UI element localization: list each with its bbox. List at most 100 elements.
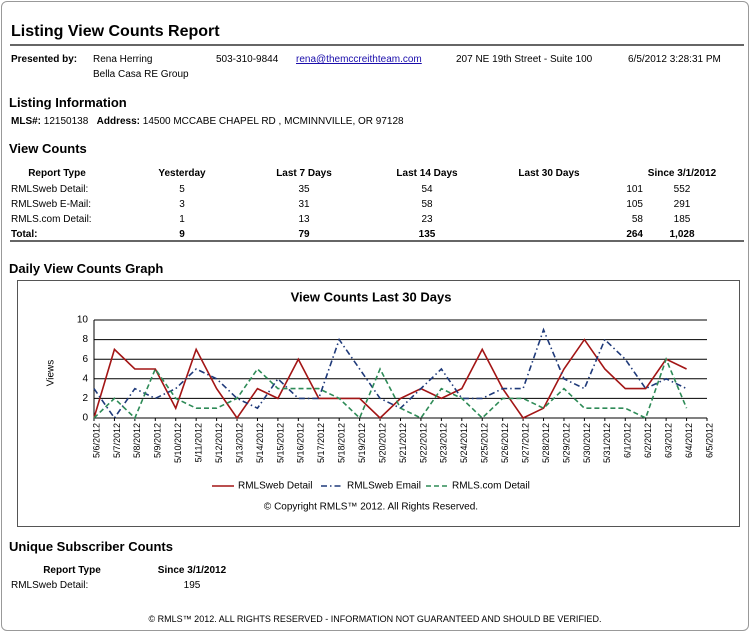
column-header: Last 30 Days bbox=[518, 168, 580, 179]
column-header: Last 7 Days bbox=[276, 168, 332, 179]
divider bbox=[10, 44, 744, 46]
label: MLS#: bbox=[11, 116, 41, 127]
x-tick-label: 5/22/2012 bbox=[418, 423, 428, 463]
series-line bbox=[93, 356, 688, 420]
cell: 1 bbox=[179, 214, 185, 225]
mls-number: 12150138 bbox=[43, 116, 89, 127]
series-line bbox=[93, 327, 687, 420]
row-label: Total: bbox=[11, 229, 38, 240]
cell: 9 bbox=[179, 229, 185, 240]
x-tick-label: 6/3/2012 bbox=[664, 423, 674, 458]
column-header: Yesterday bbox=[158, 168, 206, 179]
email-link[interactable]: rena@themccreithteam.com bbox=[296, 54, 422, 65]
x-tick-label: 5/27/2012 bbox=[520, 423, 530, 463]
x-tick-label: 6/5/2012 bbox=[704, 423, 714, 458]
row-label: RMLSweb Detail: bbox=[11, 580, 89, 591]
section-heading: Listing Information bbox=[9, 95, 127, 110]
cell: 185 bbox=[673, 214, 691, 225]
cell: 3 bbox=[179, 199, 185, 210]
cell: 54 bbox=[421, 184, 433, 195]
x-tick-label: 5/8/2012 bbox=[132, 423, 142, 458]
label: Address: bbox=[96, 116, 140, 127]
cell: 291 bbox=[673, 199, 691, 210]
legend-label: RMLSweb Email bbox=[347, 481, 421, 492]
x-tick-label: 5/6/2012 bbox=[91, 423, 101, 458]
column-header: Report Type bbox=[28, 168, 86, 179]
y-tick-label: 8 bbox=[82, 334, 88, 345]
x-tick-label: 5/11/2012 bbox=[194, 423, 204, 462]
presenter-company: Bella Casa RE Group bbox=[93, 69, 189, 80]
column-header: Since 3/1/2012 bbox=[157, 565, 227, 576]
cell: 58 bbox=[631, 214, 643, 225]
x-tick-label: 5/24/2012 bbox=[459, 423, 469, 463]
cell: 1,028 bbox=[669, 229, 695, 240]
legend-label: RMLSweb Detail bbox=[238, 481, 312, 492]
x-tick-label: 5/15/2012 bbox=[275, 423, 285, 463]
column-header: Last 14 Days bbox=[396, 168, 458, 179]
x-tick-label: 5/21/2012 bbox=[398, 423, 408, 463]
y-tick-label: 10 bbox=[77, 315, 89, 326]
x-tick-label: 5/20/2012 bbox=[377, 423, 387, 463]
cell: 23 bbox=[421, 214, 433, 225]
chart: View Counts Last 30 Days Views © Copyrig… bbox=[46, 289, 715, 513]
x-tick-label: 5/16/2012 bbox=[296, 423, 306, 463]
cell: 135 bbox=[418, 229, 436, 240]
x-tick-label: 5/18/2012 bbox=[337, 423, 347, 463]
series-line bbox=[93, 338, 687, 420]
chart-title: View Counts Last 30 Days bbox=[291, 289, 452, 304]
label: Presented by: bbox=[11, 54, 78, 65]
cell: 264 bbox=[626, 229, 643, 240]
x-tick-label: 5/10/2012 bbox=[173, 423, 183, 463]
cell: 79 bbox=[298, 229, 310, 240]
x-tick-label: 5/12/2012 bbox=[214, 423, 224, 463]
section-heading: Daily View Counts Graph bbox=[9, 261, 164, 276]
legend-label: RMLS.com Detail bbox=[452, 481, 530, 492]
timestamp: 6/5/2012 3:28:31 PM bbox=[628, 54, 721, 65]
x-tick-label: 5/13/2012 bbox=[234, 423, 244, 463]
section-heading: View Counts bbox=[9, 141, 87, 156]
cell: 101 bbox=[626, 184, 643, 195]
cell: 105 bbox=[626, 199, 643, 210]
cell: 13 bbox=[298, 214, 310, 225]
y-tick-label: 6 bbox=[82, 354, 88, 365]
y-tick-label: 4 bbox=[82, 373, 88, 384]
chart-frame bbox=[17, 280, 740, 527]
row-label: RMLS.com Detail: bbox=[11, 214, 92, 225]
cell: 552 bbox=[673, 184, 691, 195]
presenter-name: Rena Herring bbox=[93, 54, 153, 65]
x-tick-label: 5/23/2012 bbox=[439, 423, 449, 463]
column-header: Since 3/1/2012 bbox=[647, 168, 717, 179]
row-label: RMLSweb E-Mail: bbox=[11, 199, 92, 210]
divider bbox=[10, 240, 744, 242]
x-tick-label: 5/9/2012 bbox=[153, 423, 163, 458]
x-tick-label: 5/30/2012 bbox=[582, 423, 592, 463]
section-heading: Unique Subscriber Counts bbox=[9, 539, 173, 554]
x-tick-label: 5/19/2012 bbox=[357, 423, 367, 463]
x-tick-label: 5/14/2012 bbox=[255, 423, 265, 463]
column-header: Report Type bbox=[43, 565, 101, 576]
x-tick-label: 5/29/2012 bbox=[561, 423, 571, 463]
x-tick-label: 5/25/2012 bbox=[480, 423, 490, 463]
x-tick-label: 5/17/2012 bbox=[316, 423, 326, 463]
x-tick-label: 5/28/2012 bbox=[541, 423, 551, 463]
mls-line: MLS#: 12150138 Address: 14500 MCCABE CHA… bbox=[11, 116, 404, 127]
address: 207 NE 19th Street - Suite 100 bbox=[456, 54, 593, 65]
cell: 35 bbox=[298, 184, 310, 195]
x-tick-label: 6/4/2012 bbox=[684, 423, 694, 458]
y-axis-label: Views bbox=[46, 360, 57, 387]
report-title: Listing View Counts Report bbox=[11, 23, 220, 40]
phone: 503-310-9844 bbox=[216, 54, 279, 65]
y-tick-label: 2 bbox=[82, 393, 88, 404]
cell: 5 bbox=[179, 184, 185, 195]
x-tick-label: 5/26/2012 bbox=[500, 423, 510, 463]
x-tick-label: 5/7/2012 bbox=[112, 423, 122, 458]
y-tick-label: 0 bbox=[82, 413, 88, 424]
x-tick-label: 6/2/2012 bbox=[643, 423, 653, 458]
cell: 195 bbox=[183, 580, 201, 591]
listing-address: 14500 MCCABE CHAPEL RD , MCMINNVILLE, OR… bbox=[142, 116, 404, 127]
x-tick-label: 6/1/2012 bbox=[623, 423, 633, 458]
cell: 58 bbox=[421, 199, 433, 210]
copyright: © Copyright RMLS™ 2012. All Rights Reser… bbox=[264, 502, 478, 513]
row-label: RMLSweb Detail: bbox=[11, 184, 89, 195]
